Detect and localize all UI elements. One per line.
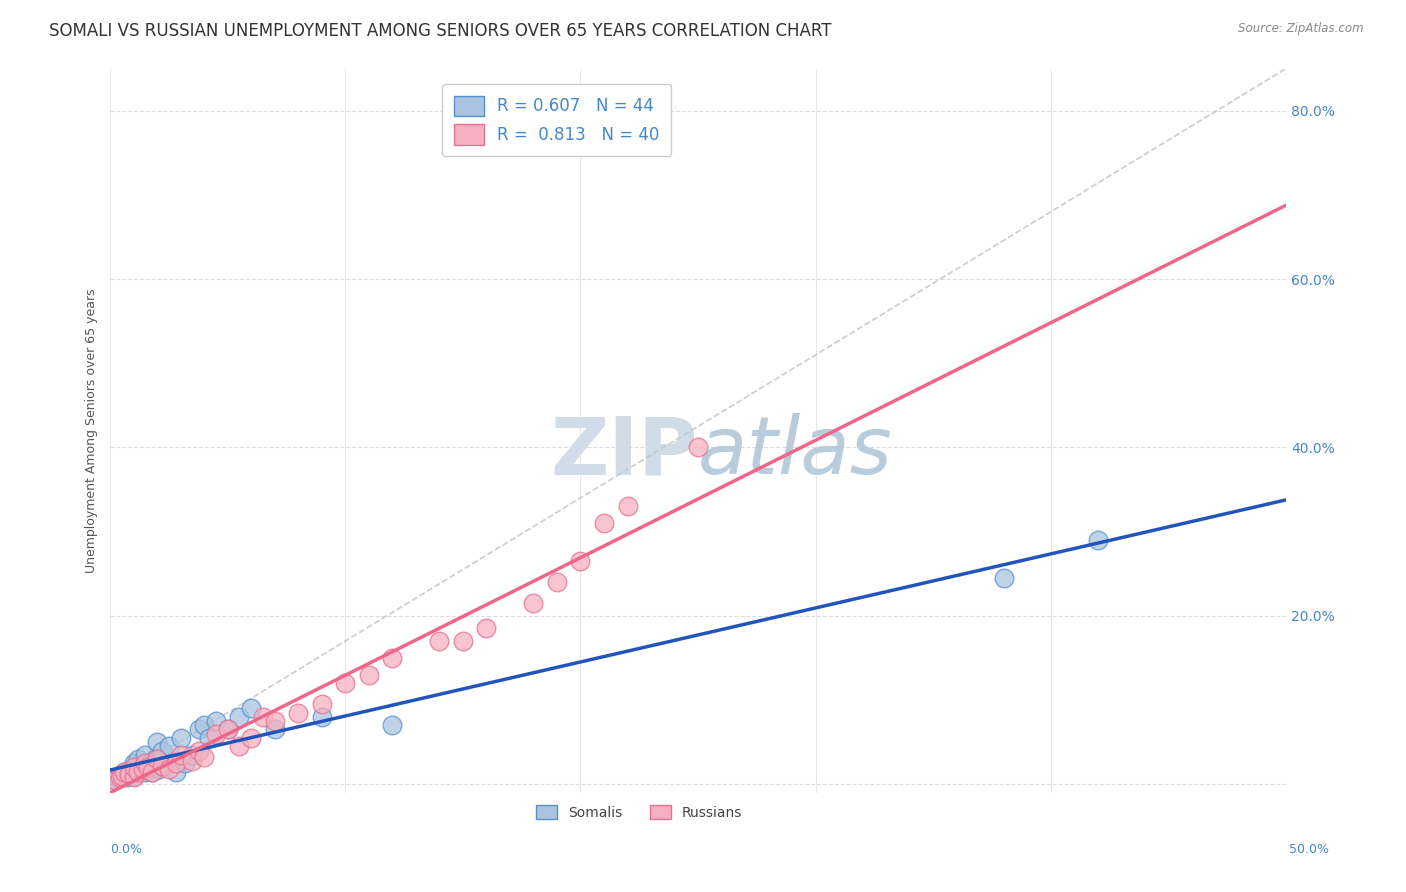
- Point: [181, 754, 204, 768]
- Point: [381, 718, 404, 732]
- Point: [141, 764, 163, 779]
- Point: [111, 769, 134, 783]
- Point: [129, 762, 152, 776]
- Point: [475, 622, 498, 636]
- Point: [127, 760, 149, 774]
- Point: [111, 767, 134, 781]
- Point: [112, 764, 135, 779]
- Point: [165, 764, 187, 779]
- Point: [150, 758, 173, 772]
- Point: [546, 575, 568, 590]
- Point: [174, 756, 197, 771]
- Point: [193, 718, 215, 732]
- Point: [115, 771, 138, 785]
- Point: [148, 762, 170, 776]
- Point: [686, 441, 709, 455]
- Point: [108, 771, 131, 785]
- Point: [287, 706, 309, 720]
- Point: [205, 727, 228, 741]
- Point: [146, 756, 169, 771]
- Point: [132, 758, 155, 772]
- Point: [169, 731, 191, 745]
- Point: [120, 762, 142, 776]
- Text: atlas: atlas: [697, 413, 893, 491]
- Point: [108, 769, 131, 783]
- Point: [593, 516, 616, 531]
- Point: [122, 756, 145, 771]
- Point: [146, 735, 169, 749]
- Point: [134, 756, 156, 771]
- Text: 0.0%: 0.0%: [110, 843, 142, 855]
- Text: Source: ZipAtlas.com: Source: ZipAtlas.com: [1239, 22, 1364, 36]
- Point: [205, 714, 228, 728]
- Point: [217, 723, 239, 737]
- Point: [141, 764, 163, 779]
- Point: [127, 752, 149, 766]
- Point: [134, 747, 156, 762]
- Point: [112, 764, 135, 779]
- Point: [217, 723, 239, 737]
- Point: [169, 747, 191, 762]
- Point: [136, 760, 159, 774]
- Legend: Somalis, Russians: Somalis, Russians: [530, 799, 748, 825]
- Point: [193, 750, 215, 764]
- Point: [263, 714, 285, 728]
- Point: [263, 723, 285, 737]
- Point: [381, 651, 404, 665]
- Point: [228, 739, 250, 754]
- Text: SOMALI VS RUSSIAN UNEMPLOYMENT AMONG SENIORS OVER 65 YEARS CORRELATION CHART: SOMALI VS RUSSIAN UNEMPLOYMENT AMONG SEN…: [49, 22, 832, 40]
- Point: [569, 554, 592, 568]
- Point: [146, 752, 169, 766]
- Point: [122, 769, 145, 783]
- Point: [228, 710, 250, 724]
- Point: [104, 772, 127, 787]
- Point: [252, 710, 274, 724]
- Point: [143, 752, 166, 766]
- Point: [118, 767, 141, 781]
- Y-axis label: Unemployment Among Seniors over 65 years: Unemployment Among Seniors over 65 years: [86, 288, 98, 573]
- Point: [132, 762, 155, 776]
- Point: [240, 731, 263, 745]
- Point: [1087, 533, 1109, 547]
- Point: [134, 764, 156, 779]
- Point: [616, 500, 638, 514]
- Point: [105, 771, 128, 785]
- Point: [157, 739, 180, 754]
- Point: [122, 760, 145, 774]
- Point: [118, 767, 141, 781]
- Text: ZIP: ZIP: [551, 413, 697, 491]
- Point: [198, 731, 221, 745]
- Point: [122, 771, 145, 785]
- Point: [311, 710, 333, 724]
- Point: [150, 743, 173, 757]
- Text: 50.0%: 50.0%: [1289, 843, 1329, 855]
- Point: [136, 760, 159, 774]
- Point: [160, 756, 183, 771]
- Point: [104, 772, 127, 787]
- Point: [188, 723, 211, 737]
- Point: [127, 764, 149, 779]
- Point: [522, 596, 544, 610]
- Point: [240, 701, 263, 715]
- Point: [165, 756, 187, 771]
- Point: [451, 634, 474, 648]
- Point: [993, 571, 1015, 585]
- Point: [427, 634, 450, 648]
- Point: [157, 762, 180, 776]
- Point: [153, 758, 176, 772]
- Point: [357, 667, 380, 681]
- Point: [311, 698, 333, 712]
- Point: [125, 764, 148, 779]
- Point: [335, 676, 357, 690]
- Point: [188, 743, 211, 757]
- Point: [139, 756, 162, 771]
- Point: [181, 747, 204, 762]
